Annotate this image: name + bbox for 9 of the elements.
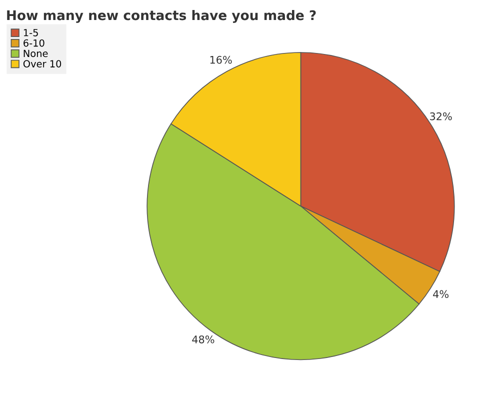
- data-label: 4%: [433, 290, 448, 298]
- legend-label: 6-10: [24, 39, 44, 47]
- chart-title: How many new contacts have you made ?: [7, 10, 316, 23]
- legend-label: Over 10: [23, 60, 62, 68]
- data-label: 48%: [192, 335, 214, 344]
- data-label: 16%: [210, 56, 232, 64]
- legend-label: 1-5: [24, 29, 38, 36]
- data-label: 32%: [430, 112, 452, 120]
- legend-label: None: [24, 50, 48, 58]
